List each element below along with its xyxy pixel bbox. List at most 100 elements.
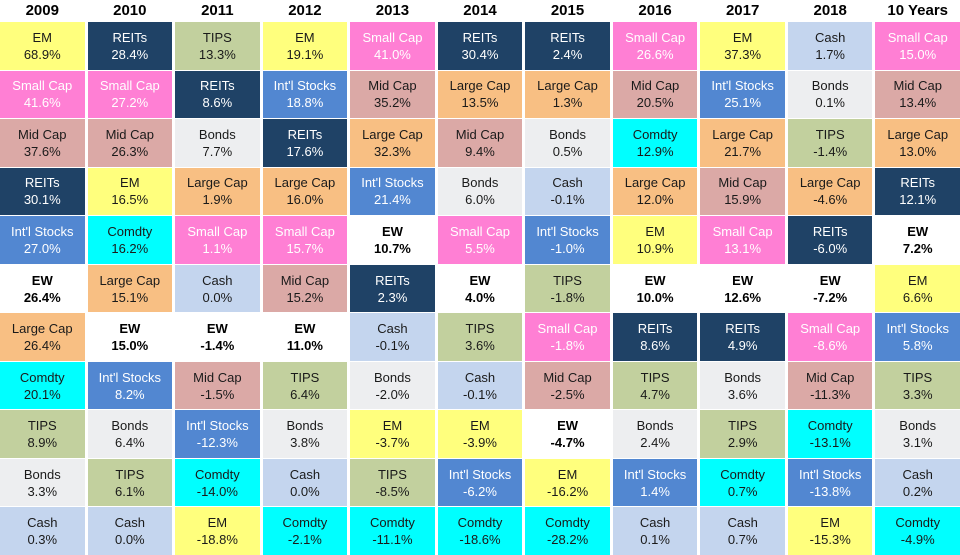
asset-name: Cash xyxy=(727,515,758,531)
asset-name: REITs xyxy=(900,175,936,191)
asset-cell-em: EM 16.5% xyxy=(87,167,173,216)
asset-cell-ew: EW -4.7% xyxy=(525,410,610,458)
asset-cell-bonds: Bonds 6.0% xyxy=(437,167,523,216)
year-column-2016: 2016 Small Cap 26.6% Mid Cap 20.5% Comdty 12.9… xyxy=(612,0,698,555)
asset-return-value: 13.4% xyxy=(899,95,937,111)
asset-return-value: -13.1% xyxy=(809,435,851,451)
asset-cell-cash: Cash 0.7% xyxy=(700,507,785,555)
asset-return-value: 0.0% xyxy=(290,483,320,499)
asset-cell-cash: Cash 0.2% xyxy=(875,458,960,507)
asset-return-value: 12.9% xyxy=(636,143,674,159)
asset-cell-tips: TIPS 8.9% xyxy=(0,410,85,458)
asset-return-value: 15.7% xyxy=(286,240,324,256)
asset-name: Cash xyxy=(639,515,671,531)
year-column-2013: 2013 Small Cap 41.0% Mid Cap 35.2% Large Cap 3… xyxy=(350,0,435,555)
asset-name: EM xyxy=(470,418,490,434)
asset-cell-small-cap: Small Cap 27.2% xyxy=(87,70,173,119)
asset-return-value: 16.0% xyxy=(286,192,324,208)
asset-name: Small Cap xyxy=(187,223,248,239)
asset-name: Small Cap xyxy=(887,29,948,45)
asset-name: Small Cap xyxy=(362,29,423,45)
asset-cell-int-l-stocks: Int'l Stocks -12.3% xyxy=(175,410,260,458)
asset-name: TIPS xyxy=(27,418,57,434)
asset-name: Large Cap xyxy=(799,175,861,191)
asset-cell-reits: REITs 12.1% xyxy=(875,167,960,216)
asset-cell-mid-cap: Mid Cap 15.9% xyxy=(700,167,785,216)
asset-name: Comdty xyxy=(457,515,503,531)
asset-return-value: 1.9% xyxy=(202,192,233,208)
asset-cell-mid-cap: Mid Cap 20.5% xyxy=(612,70,698,119)
asset-name: REITs xyxy=(550,29,585,45)
asset-cell-int-l-stocks: Int'l Stocks 21.4% xyxy=(350,167,435,216)
asset-return-value: 5.5% xyxy=(465,240,495,256)
asset-cell-em: EM -3.7% xyxy=(350,410,435,458)
asset-return-value: 1.7% xyxy=(815,46,845,62)
asset-cell-cash: Cash 0.3% xyxy=(0,507,85,555)
asset-name: Bonds xyxy=(811,78,849,94)
year-column-2009: 2009 EM 68.9% Small Cap 41.6% Mid Cap 37.6% REI… xyxy=(0,0,85,555)
asset-name: EM xyxy=(645,223,665,239)
asset-name: EW xyxy=(819,272,841,288)
asset-cell-large-cap: Large Cap 1.9% xyxy=(175,167,260,216)
year-column-2011: 2011 TIPS 13.3% REITs 8.6% Bonds 7.7% Large Cap… xyxy=(175,0,260,555)
asset-return-value: 0.7% xyxy=(727,532,758,548)
asset-cell-bonds: Bonds 3.3% xyxy=(0,458,85,507)
asset-name: EM xyxy=(207,515,228,531)
asset-return-value: -2.0% xyxy=(375,386,410,402)
asset-return-value: 3.3% xyxy=(902,386,933,402)
asset-name: EW xyxy=(294,321,316,337)
asset-return-value: 5.8% xyxy=(902,338,933,354)
asset-cell-bonds: Bonds 3.6% xyxy=(700,361,785,410)
asset-cell-small-cap: Small Cap 15.7% xyxy=(262,216,348,264)
asset-return-value: 0.1% xyxy=(815,95,845,111)
asset-return-value: 1.4% xyxy=(640,483,670,499)
asset-cell-small-cap: Small Cap 26.6% xyxy=(612,22,698,70)
year-column-2014: 2014 REITs 30.4% Large Cap 13.5% Mid Cap 9.4% B… xyxy=(437,0,523,555)
asset-return-value: 30.4% xyxy=(461,46,499,62)
asset-cell-tips: TIPS 2.9% xyxy=(700,410,785,458)
asset-return-value: 4.7% xyxy=(640,386,670,402)
asset-cell-large-cap: Large Cap 21.7% xyxy=(700,119,785,167)
year-header: 2018 xyxy=(787,0,873,21)
asset-cell-em: EM 37.3% xyxy=(700,22,785,70)
asset-return-value: 9.4% xyxy=(465,143,495,159)
asset-name: Large Cap xyxy=(274,175,336,191)
asset-return-value: -11.1% xyxy=(372,532,413,548)
asset-name: EW xyxy=(907,223,929,239)
asset-cell-bonds: Bonds 6.4% xyxy=(87,410,173,458)
year-header: 2012 xyxy=(262,0,348,21)
asset-return-value: -2.5% xyxy=(550,386,585,402)
year-header: 2010 xyxy=(87,0,173,21)
asset-return-value: -0.1% xyxy=(375,338,410,354)
asset-cell-tips: TIPS -1.8% xyxy=(525,264,610,313)
asset-name: TIPS xyxy=(465,321,495,337)
asset-return-value: -2.1% xyxy=(287,532,322,548)
asset-return-value: 15.2% xyxy=(286,289,324,305)
asset-name: Int'l Stocks xyxy=(98,369,162,385)
asset-name: Bonds xyxy=(111,418,149,434)
asset-cell-em: EM 19.1% xyxy=(262,22,348,70)
asset-cell-small-cap: Small Cap 15.0% xyxy=(875,22,960,70)
year-column-2017: 2017 EM 37.3% Int'l Stocks 25.1% Large Cap 21.… xyxy=(700,0,785,555)
asset-name: EM xyxy=(557,466,578,482)
asset-cell-comdty: Comdty -18.6% xyxy=(437,507,523,555)
asset-return-value: 37.3% xyxy=(724,46,762,62)
asset-name: Large Cap xyxy=(362,126,423,142)
asset-return-value: 28.4% xyxy=(111,46,149,62)
asset-return-value: 25.1% xyxy=(724,95,762,111)
asset-return-value: 19.1% xyxy=(286,46,324,62)
asset-cell-comdty: Comdty 20.1% xyxy=(0,361,85,410)
asset-name: Small Cap xyxy=(625,29,686,45)
asset-name: TIPS xyxy=(553,272,582,288)
asset-name: Bonds xyxy=(374,369,411,385)
asset-cell-comdty: Comdty -28.2% xyxy=(525,507,610,555)
asset-name: Large Cap xyxy=(537,78,598,94)
asset-return-value: -13.8% xyxy=(809,483,851,499)
asset-return-value: 15.0% xyxy=(111,338,149,354)
year-column-2015: 2015 REITs 2.4% Large Cap 1.3% Bonds 0.5% Cash -… xyxy=(525,0,610,555)
asset-cell-tips: TIPS -1.4% xyxy=(787,119,873,167)
asset-return-value: 1.3% xyxy=(552,95,583,111)
asset-cell-large-cap: Large Cap 1.3% xyxy=(525,70,610,119)
asset-name: REITs xyxy=(112,29,148,45)
asset-cell-int-l-stocks: Int'l Stocks -1.0% xyxy=(525,216,610,264)
